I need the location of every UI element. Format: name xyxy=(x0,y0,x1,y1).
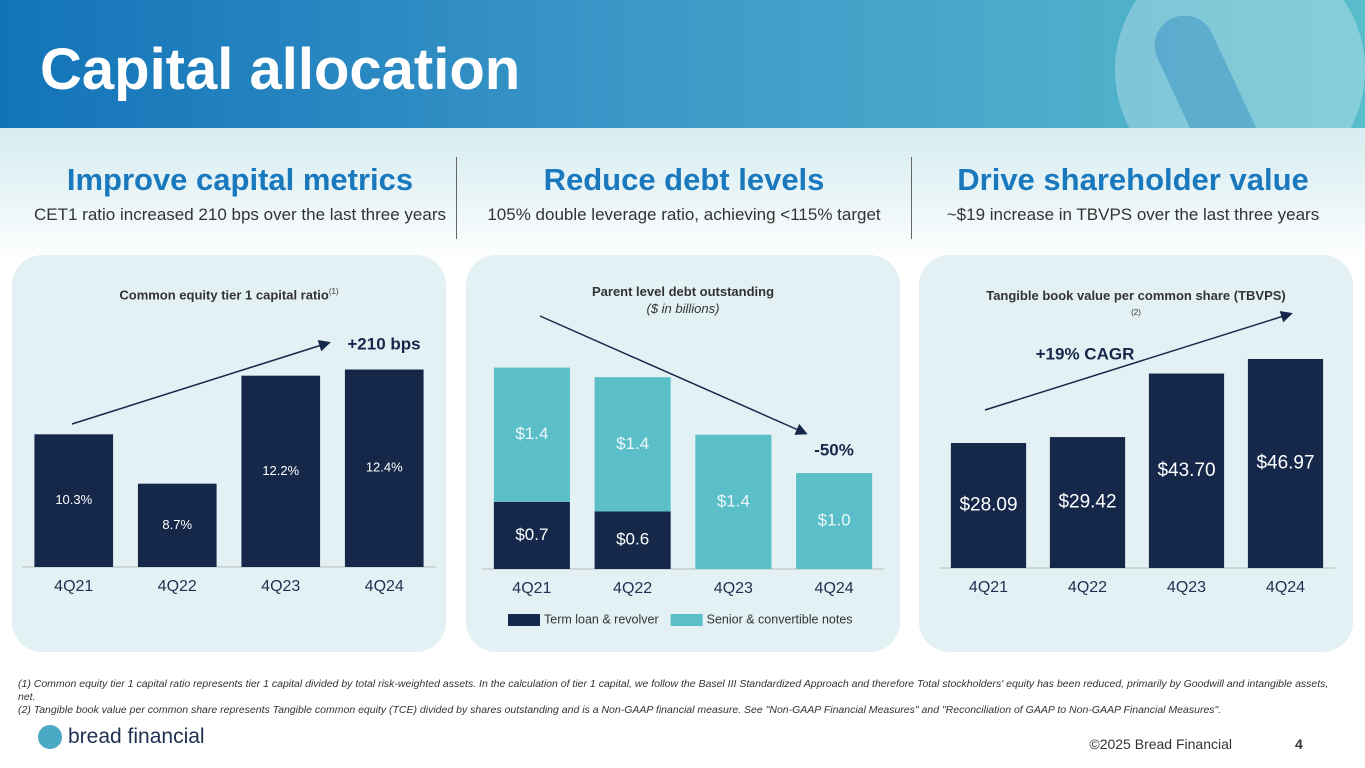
logo: bread financial xyxy=(38,724,205,750)
footnote: (1) Common equity tier 1 capital ratio r… xyxy=(18,678,1329,703)
legend-label: Senior & convertible notes xyxy=(707,612,853,626)
page-number: 4 xyxy=(1295,736,1303,752)
copyright: ©2025 Bread Financial xyxy=(1089,736,1232,752)
x-tick-label: 4Q23 xyxy=(714,580,753,597)
logo-text: bread financial xyxy=(68,725,205,748)
value-label: 12.2% xyxy=(262,463,299,478)
x-tick-label: 4Q24 xyxy=(1266,579,1305,596)
divider xyxy=(911,157,912,239)
value-label: $46.97 xyxy=(1256,453,1314,474)
legend-swatch xyxy=(508,614,540,626)
footnote-ref: (1) xyxy=(328,287,339,296)
header-watermark xyxy=(1115,0,1365,128)
x-tick-label: 4Q21 xyxy=(969,579,1008,596)
bar-segment xyxy=(493,501,570,569)
x-tick-label: 4Q23 xyxy=(1167,579,1206,596)
x-tick-label: 4Q24 xyxy=(815,580,854,597)
value-label: 8.7% xyxy=(162,517,192,532)
chart-title: Parent level debt outstanding xyxy=(591,284,775,299)
bar xyxy=(1049,437,1126,568)
bar xyxy=(137,483,217,567)
chart-subtitle: ($ in billions) xyxy=(646,301,720,316)
bar-segment xyxy=(695,434,772,569)
chart-title-box: Common equity tier 1 capital ratio(1) xyxy=(79,283,379,303)
bar-segment xyxy=(796,473,873,569)
value-label: $1.4 xyxy=(515,424,548,443)
x-tick-label: 4Q24 xyxy=(365,578,404,595)
annotation: +210 bps xyxy=(347,334,420,353)
slide-title: Capital allocation xyxy=(40,37,521,102)
divider xyxy=(456,157,457,239)
bar-segment xyxy=(594,377,671,512)
x-tick-label: 4Q21 xyxy=(54,578,93,595)
bar xyxy=(1148,373,1225,568)
trend-arrow xyxy=(71,339,331,425)
pillar-text: ~$19 increase in TBVPS over the last thr… xyxy=(946,205,1320,224)
value-label: $1.4 xyxy=(717,491,750,510)
header: Capital allocation xyxy=(0,0,1365,128)
footnote-ref: (2) xyxy=(1131,308,1141,317)
chart-title: Common equity tier 1 capital ratio xyxy=(119,287,329,303)
x-tick-label: 4Q21 xyxy=(512,580,551,597)
bar-segment xyxy=(594,511,671,569)
x-tick-label: 4Q22 xyxy=(158,578,197,595)
legend-swatch xyxy=(670,614,703,626)
value-label: $0.6 xyxy=(616,530,649,549)
value-label: 10.3% xyxy=(55,492,92,507)
pillar-heading: Drive shareholder value xyxy=(957,162,1309,197)
bar-segment xyxy=(493,367,570,502)
chart-title-box: Tangible book value per common share (TB… xyxy=(986,287,1286,324)
pillar-heading: Reduce debt levels xyxy=(543,162,825,197)
trend-arrow xyxy=(984,310,1293,411)
x-tick-label: 4Q22 xyxy=(1068,579,1107,596)
pillar: Reduce debt levels 105% double leverage r… xyxy=(464,160,904,228)
pillar: Drive shareholder value ~$19 increase in … xyxy=(913,160,1353,228)
chart-title-box: Parent level debt outstanding ($ in billi… xyxy=(533,283,833,317)
bar xyxy=(241,375,321,567)
annotation: +19% CAGR xyxy=(1036,344,1135,363)
value-label: $29.42 xyxy=(1058,492,1116,513)
footnote: (2) Tangible book value per common share… xyxy=(18,704,1222,716)
pillar-heading: Improve capital metrics xyxy=(66,162,414,197)
value-label: $1.0 xyxy=(818,511,851,530)
bar xyxy=(344,369,424,567)
value-label: 12.4% xyxy=(366,460,403,475)
value-label: $1.4 xyxy=(616,434,649,453)
x-tick-label: 4Q23 xyxy=(261,578,300,595)
value-label: $28.09 xyxy=(959,495,1017,516)
chart-title: Tangible book value per common share (TB… xyxy=(986,288,1286,303)
trend-arrow xyxy=(539,315,808,435)
annotation: -50% xyxy=(814,440,854,459)
bar xyxy=(1247,358,1324,568)
bar xyxy=(950,442,1027,568)
bar xyxy=(34,434,114,567)
value-label: $43.70 xyxy=(1157,460,1215,481)
pillar-text: 105% double leverage ratio, achieving <1… xyxy=(487,205,881,224)
x-tick-label: 4Q22 xyxy=(613,580,652,597)
pillar: Improve capital metrics CET1 ratio increa… xyxy=(20,160,460,228)
footnotes: (1) Common equity tier 1 capital ratio r… xyxy=(18,678,1348,717)
logo-icon xyxy=(38,725,62,749)
pillar-text: CET1 ratio increased 210 bps over the la… xyxy=(34,205,446,224)
legend-label: Term loan & revolver xyxy=(544,612,659,626)
value-label: $0.7 xyxy=(515,525,548,544)
